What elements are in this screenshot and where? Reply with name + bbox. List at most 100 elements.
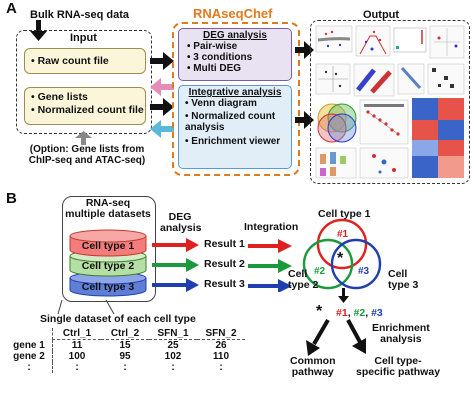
table-cell: : [123, 362, 127, 373]
int-item: Normalized count analysis [185, 111, 287, 133]
red-integration-arrow [248, 239, 292, 253]
table-cell: : [171, 362, 175, 373]
multi-datasets-title: RNA-seq multiple datasets [64, 198, 152, 220]
scatter-thumbnail [393, 27, 427, 53]
deg-arrows [152, 238, 199, 292]
multi-title-line-1: RNA-seq [85, 197, 131, 209]
blue-arrow [152, 278, 199, 292]
table-header-cell [6, 328, 53, 340]
raw-to-deg-arrow [150, 52, 174, 70]
common-pathway-label: Common pathway [290, 356, 336, 378]
bulk-rnaseq-label: Bulk RNA-seq data [30, 9, 130, 21]
table-cell: gene 2 [13, 351, 45, 362]
enrichment-line-1: Enrichment [372, 322, 430, 334]
output-thumbnails [315, 25, 465, 179]
deg-item: Multi DEG [187, 63, 291, 74]
panel-a-letter: A [6, 0, 17, 17]
deg-analysis-label: DEG analysis [160, 211, 201, 234]
venn-ct3-line-2: type 3 [388, 279, 419, 291]
venn-region-3: #3 [358, 266, 370, 277]
boxplot-grid-thumbnail [315, 147, 357, 179]
int-to-normalized-arrow [150, 120, 174, 138]
hash-3: #3 [371, 307, 383, 319]
pca-thumbnail [429, 25, 465, 59]
cell-type-stack [69, 229, 147, 297]
bulk-down-arrow [30, 20, 47, 41]
specific-pathway-label: Cell type- specific pathway [356, 356, 440, 378]
green-arrow [152, 258, 199, 272]
deg-item: Pair-wise [187, 41, 291, 52]
deg-item: 3 conditions [187, 52, 291, 63]
table-cell: 102 [164, 351, 182, 362]
table-cell: 95 [119, 351, 131, 362]
deg-to-genelist-arrow [150, 78, 174, 96]
gene-lists-label: Gene lists [25, 88, 145, 103]
int-to-output-arrow [295, 111, 314, 129]
venn-diagram [302, 218, 382, 290]
cell-type-1-cylinder [69, 229, 147, 257]
hash-sep: , [347, 307, 354, 319]
venn-ct3-line-1: Cell [388, 268, 408, 280]
output-box [310, 20, 470, 184]
upset-thumbnail [359, 99, 409, 145]
deg-to-output-arrow [295, 41, 314, 59]
venn-label-ct2: Cell type 2 [288, 269, 318, 291]
integrative-analysis-box: Integrative analysis Venn diagram Normal… [178, 85, 292, 169]
venn-circle-2 [302, 238, 354, 290]
output-title: Output [363, 9, 400, 21]
chef-title: RNAseqChef [193, 6, 273, 21]
venn-circle-3 [330, 238, 382, 290]
int-item: Venn diagram [185, 98, 287, 109]
enrichment-arrows [306, 318, 366, 356]
option-line-1: (Option: Gene lists from [29, 144, 145, 155]
correlation-thumbnail [353, 63, 395, 97]
common-line-2: pathway [291, 366, 334, 378]
venn-label-ct1: Cell type 1 [318, 208, 371, 220]
multi-datasets-box [62, 196, 156, 302]
table-row: : : : : : [6, 362, 245, 373]
chef-box [172, 22, 300, 176]
specific-line-2: specific pathway [356, 366, 441, 378]
normalized-count-label: Normalized count file [25, 103, 145, 116]
single-dataset-title: Single dataset of each cell type [40, 313, 196, 325]
deg-analysis-box: DEG analysis Pair-wise 3 conditions Mult… [178, 28, 292, 81]
input-title: Input [70, 32, 97, 44]
integration-label: Integration [244, 221, 299, 233]
table-header-cell: SFN_2 [197, 328, 245, 340]
cell-type-3-label: Cell type 3 [81, 281, 135, 293]
table-cell: gene 1 [13, 339, 45, 351]
dot-thumbnail [427, 63, 465, 95]
table-header-cell: Ctrl_2 [101, 328, 149, 340]
table-cell: 15 [119, 340, 131, 351]
chef-output-arrows [295, 41, 314, 129]
venn-ct2-line-1: Cell [288, 268, 308, 280]
int-item: Enrichment viewer [185, 136, 287, 147]
enrichment-line-2: analysis [380, 333, 422, 345]
table-cell: : [52, 362, 101, 373]
table-row: gene 1 11 15 25 26 [6, 339, 245, 351]
enrichment-label: Enrichment analysis [372, 323, 430, 345]
gene-lists-box: Gene lists Normalized count file [24, 87, 146, 125]
common-line-1: Common [290, 355, 336, 367]
common-star: * [316, 303, 323, 320]
table-cell: 110 [212, 351, 230, 362]
table-header-cell: SFN_1 [149, 328, 197, 340]
specific-line-1: Cell type- [374, 355, 422, 367]
table-header-cell: Ctrl_1 [52, 328, 101, 340]
result-3-label: Result 3 [204, 278, 245, 290]
option-line-2: ChIP-seq and ATAC-seq) [28, 155, 146, 166]
panel-b-letter: B [6, 190, 17, 207]
venn-star: * [337, 250, 344, 267]
multi-title-line-2: multiple datasets [65, 208, 151, 220]
heatmap-thumbnail [412, 98, 464, 178]
common-arrow [306, 318, 330, 356]
green-integration-arrow [248, 259, 292, 273]
int-title: Integrative analysis [188, 87, 282, 98]
hash-list: #1, #2, #3 [336, 307, 383, 319]
raw-count-label: Raw count file [25, 55, 109, 67]
deg-label-line-1: DEG [168, 211, 192, 223]
enrichment-thumbnail [359, 147, 409, 179]
option-note: (Option: Gene lists from ChIP-seq and AT… [22, 144, 152, 166]
blue-integration-arrow [248, 279, 292, 292]
venn-label-ct3: Cell type 3 [388, 269, 418, 291]
